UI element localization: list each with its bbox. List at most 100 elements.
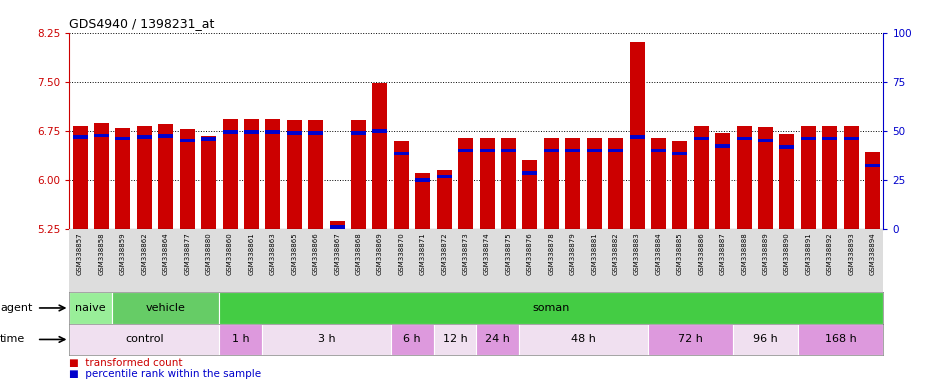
Bar — [158, 124, 173, 229]
Text: vehicle: vehicle — [146, 303, 186, 313]
Text: GSM338870: GSM338870 — [399, 232, 404, 275]
Bar — [519, 324, 648, 355]
Bar — [758, 139, 773, 142]
Bar — [394, 141, 409, 229]
Text: GSM338888: GSM338888 — [741, 232, 747, 275]
Bar — [801, 137, 816, 141]
Text: time: time — [0, 334, 25, 344]
Text: naive: naive — [76, 303, 106, 313]
Bar — [373, 129, 388, 132]
Text: GDS4940 / 1398231_at: GDS4940 / 1398231_at — [69, 17, 215, 30]
Bar — [308, 131, 323, 134]
Bar — [797, 324, 883, 355]
Text: GSM338860: GSM338860 — [227, 232, 233, 275]
Text: GSM338880: GSM338880 — [205, 232, 212, 275]
Text: GSM338861: GSM338861 — [249, 232, 254, 275]
Text: GSM338876: GSM338876 — [527, 232, 533, 275]
Bar — [308, 120, 323, 229]
Bar — [715, 144, 730, 147]
Bar — [94, 123, 109, 229]
Bar — [865, 152, 881, 229]
Bar — [608, 138, 623, 229]
Bar — [352, 131, 366, 134]
Text: soman: soman — [533, 303, 570, 313]
Bar — [219, 292, 883, 324]
Bar — [394, 152, 409, 156]
Bar — [736, 126, 752, 229]
Bar — [329, 225, 345, 229]
Bar — [734, 324, 797, 355]
Text: GSM338859: GSM338859 — [120, 232, 126, 275]
Bar — [265, 130, 280, 134]
Text: ■  transformed count: ■ transformed count — [69, 358, 183, 368]
Bar — [865, 164, 881, 167]
Bar — [479, 138, 495, 229]
Bar — [651, 149, 666, 152]
Bar — [287, 131, 302, 134]
Bar — [608, 149, 623, 152]
Bar — [672, 141, 687, 229]
Bar — [72, 136, 88, 139]
Bar — [116, 137, 130, 141]
Bar — [479, 149, 495, 152]
Text: 96 h: 96 h — [753, 334, 778, 344]
Text: GSM338883: GSM338883 — [634, 232, 640, 275]
Text: 12 h: 12 h — [442, 334, 467, 344]
Bar — [544, 138, 559, 229]
Text: GSM338872: GSM338872 — [441, 232, 448, 275]
Bar — [630, 43, 645, 229]
Bar — [844, 137, 858, 141]
Bar — [544, 149, 559, 152]
Bar — [112, 292, 219, 324]
Text: GSM338891: GSM338891 — [806, 232, 811, 275]
Bar — [415, 173, 430, 229]
Text: GSM338875: GSM338875 — [505, 232, 512, 275]
Bar — [523, 160, 537, 229]
Text: GSM338878: GSM338878 — [549, 232, 554, 275]
Bar — [565, 149, 580, 152]
Bar — [244, 130, 259, 134]
Text: GSM338881: GSM338881 — [591, 232, 598, 275]
Bar — [565, 138, 580, 229]
Text: GSM338865: GSM338865 — [291, 232, 297, 275]
Bar — [158, 134, 173, 138]
Text: GSM338894: GSM338894 — [870, 232, 876, 275]
Bar — [201, 137, 216, 141]
Bar — [822, 126, 837, 229]
Text: GSM338885: GSM338885 — [677, 232, 683, 275]
Text: 6 h: 6 h — [403, 334, 421, 344]
Bar — [223, 130, 238, 134]
Bar — [780, 145, 795, 149]
Text: GSM338893: GSM338893 — [848, 232, 855, 275]
Bar — [651, 138, 666, 229]
Bar — [244, 119, 259, 229]
Bar — [648, 324, 734, 355]
Text: GSM338858: GSM338858 — [98, 232, 105, 275]
Text: GSM338892: GSM338892 — [827, 232, 832, 275]
Text: GSM338871: GSM338871 — [420, 232, 426, 275]
Text: GSM338868: GSM338868 — [355, 232, 362, 275]
Bar — [694, 137, 709, 141]
Text: GSM338890: GSM338890 — [784, 232, 790, 275]
Bar — [780, 134, 795, 229]
Bar — [329, 221, 345, 229]
Bar — [523, 172, 537, 175]
Bar — [672, 152, 687, 156]
Text: GSM338874: GSM338874 — [484, 232, 490, 275]
Text: 48 h: 48 h — [571, 334, 596, 344]
Text: GSM338873: GSM338873 — [462, 232, 469, 275]
Text: agent: agent — [0, 303, 32, 313]
Bar — [822, 137, 837, 141]
Text: 168 h: 168 h — [825, 334, 857, 344]
Text: 3 h: 3 h — [317, 334, 335, 344]
Bar — [72, 126, 88, 229]
Bar — [201, 136, 216, 229]
Text: GSM338863: GSM338863 — [270, 232, 276, 275]
Text: GSM338879: GSM338879 — [570, 232, 575, 275]
Text: GSM338884: GSM338884 — [656, 232, 661, 275]
Text: GSM338877: GSM338877 — [184, 232, 191, 275]
Bar — [844, 126, 858, 229]
Bar — [94, 134, 109, 137]
Bar — [219, 324, 262, 355]
Bar — [352, 120, 366, 229]
